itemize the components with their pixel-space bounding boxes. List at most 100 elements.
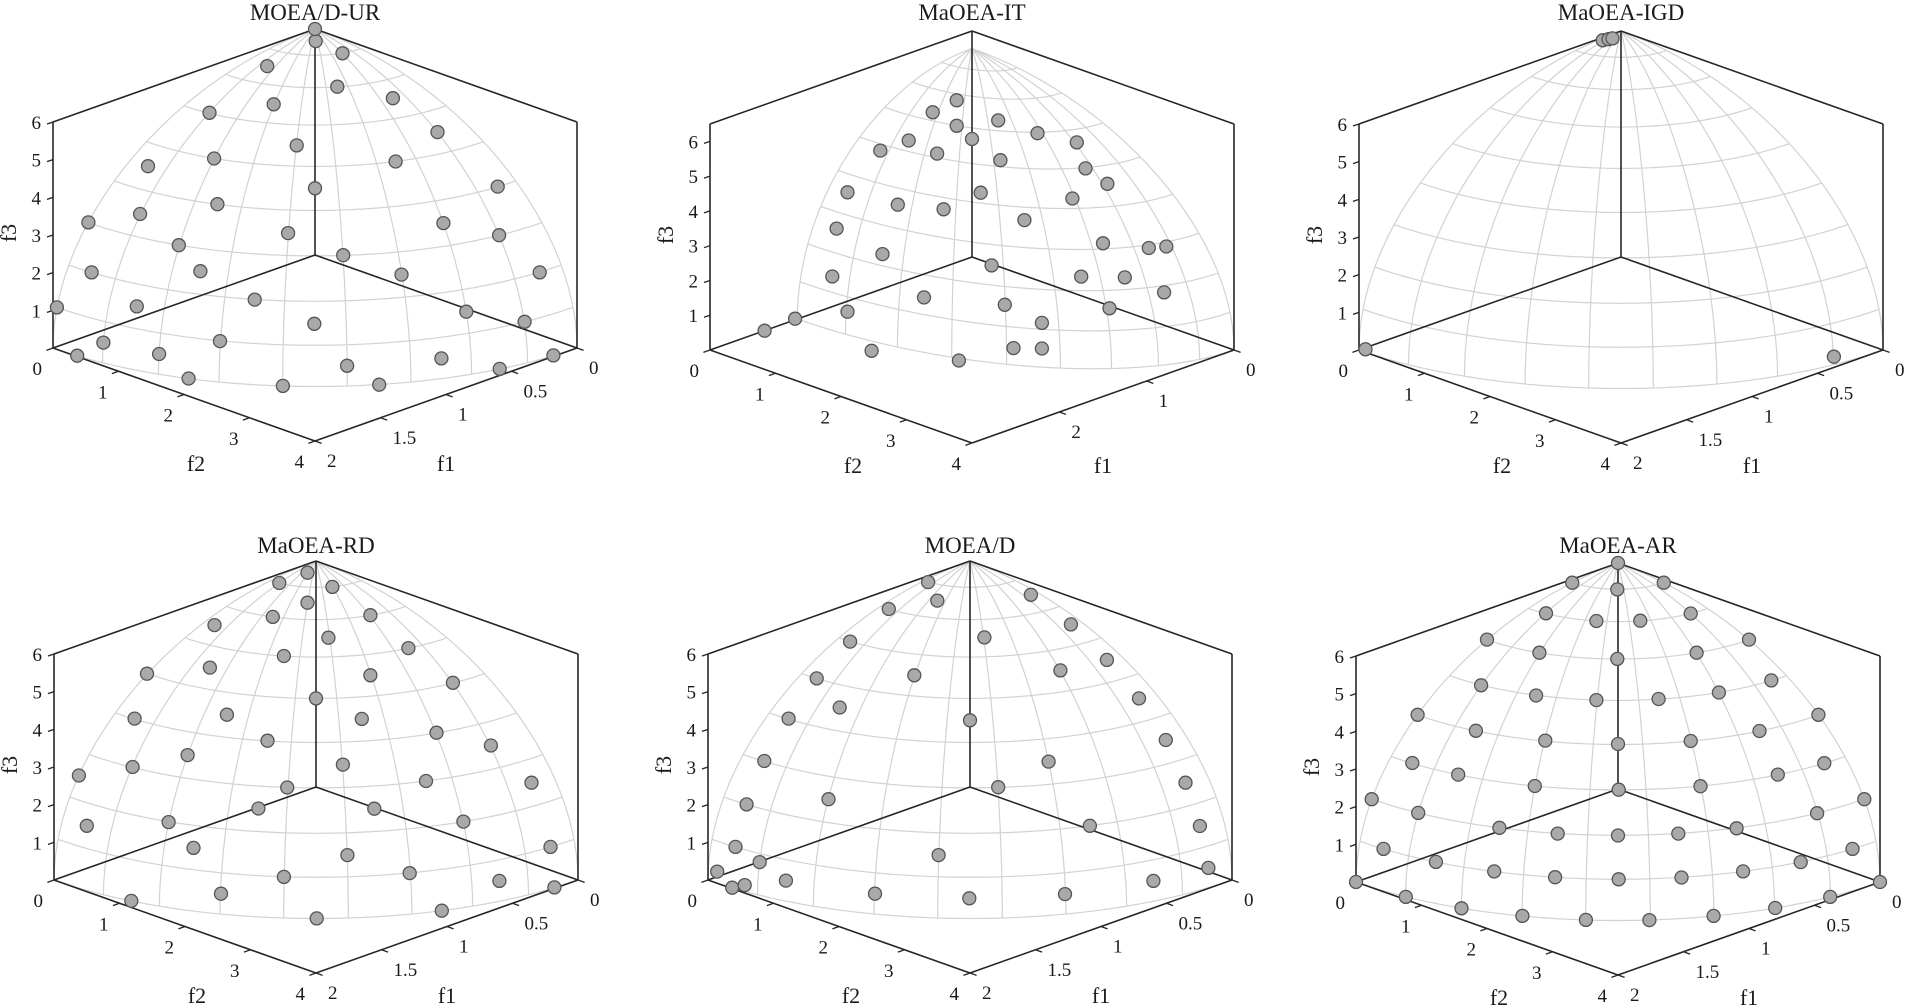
f2-tick-label: 0 (688, 891, 698, 912)
data-point (1159, 239, 1174, 254)
surface-meridian (1358, 30, 1622, 351)
data-point (1589, 692, 1604, 708)
f2-tick-label: 1 (1401, 916, 1411, 937)
surface-parallel (807, 243, 1219, 292)
data-point (977, 630, 992, 645)
data-point (325, 579, 340, 595)
f3-tick-mark (1349, 806, 1357, 810)
data-point (429, 725, 444, 740)
surface-meridian (1585, 562, 1619, 921)
data-point (308, 33, 323, 49)
f3-tick-label: 4 (689, 202, 699, 223)
data-point (490, 179, 505, 194)
surface-meridian (1460, 562, 1619, 909)
data-point (1078, 161, 1093, 176)
surface-meridian (937, 560, 971, 919)
f2-tick-label: 4 (952, 454, 962, 475)
f3-tick-label: 4 (1338, 190, 1348, 211)
data-point (139, 666, 155, 681)
surface-meridian (314, 28, 348, 387)
surface-meridian (1620, 30, 1779, 377)
data-point (1589, 613, 1604, 629)
data-point (307, 181, 323, 196)
data-point (71, 768, 87, 783)
data-point (1146, 873, 1161, 889)
f3-tick-mark (1352, 236, 1360, 240)
f3-tick-mark (47, 653, 55, 657)
f2-tick-mark (243, 949, 251, 953)
data-point (1611, 872, 1626, 887)
f3-tick-mark (1352, 311, 1360, 315)
plot-title: MOEA/D (925, 533, 1016, 558)
data-point (1082, 818, 1098, 833)
surface-meridian (315, 560, 474, 907)
f3-tick-label: 3 (687, 758, 697, 779)
f3-tick-label: 2 (32, 264, 42, 285)
f3-tick-label: 1 (687, 833, 697, 854)
f1-tick-label: 1 (458, 405, 468, 426)
box-floor-left (707, 786, 971, 881)
f1-tick-mark (1059, 411, 1067, 415)
f2-tick-mark (1548, 419, 1556, 423)
data-point (1065, 191, 1080, 206)
data-point (949, 118, 964, 133)
f3-tick-label: 5 (1338, 153, 1348, 174)
surface-parallel (69, 796, 563, 834)
f2-tick-label: 3 (1532, 963, 1542, 984)
data-point (984, 258, 999, 273)
f2-tick-label: 2 (819, 938, 829, 959)
data-point (778, 873, 794, 888)
data-point (737, 877, 752, 893)
data-point (949, 93, 964, 108)
surface-meridian (873, 560, 971, 915)
f2-tick-label: 0 (1336, 893, 1346, 914)
f3-tick-mark (46, 196, 54, 200)
f3-tick-label: 2 (689, 271, 699, 292)
f1-tick-mark (1231, 879, 1239, 883)
surface-meridian (101, 28, 316, 363)
surface-meridian (1620, 30, 1654, 389)
f1-tick-label: 0 (590, 890, 600, 911)
f3-axis-label: f3 (1299, 758, 1324, 776)
data-point (207, 617, 222, 633)
f1-tick-mark (381, 949, 389, 953)
f2-tick-label: 4 (296, 984, 306, 1005)
f1-tick-mark (314, 440, 322, 444)
f3-tick-label: 1 (1335, 835, 1345, 856)
data-point (1074, 269, 1089, 284)
f1-tick-mark (1748, 927, 1756, 932)
f3-tick-mark (46, 272, 54, 276)
data-point (430, 124, 445, 140)
f3-tick-mark (46, 121, 54, 125)
f1-tick-label: 1.5 (1696, 962, 1720, 983)
data-point (330, 79, 345, 94)
data-point (991, 780, 1006, 795)
data-point (206, 151, 222, 166)
data-point (1034, 315, 1050, 331)
f1-tick-mark (445, 393, 453, 398)
surface-meridian (1524, 30, 1622, 385)
data-point (491, 228, 507, 243)
data-point (363, 608, 378, 623)
box-floor-right (969, 786, 1233, 881)
f3-tick-mark (1349, 768, 1357, 772)
f1-tick-label: 0 (1892, 892, 1902, 913)
surface-meridian (812, 560, 971, 907)
f3-tick-mark (703, 175, 711, 179)
data-point (186, 840, 201, 856)
data-point (1117, 270, 1132, 285)
f2-axis-label: f2 (187, 451, 205, 476)
f2-tick-mark (1614, 442, 1622, 446)
data-point (1348, 874, 1364, 890)
f2-tick-mark (1414, 904, 1422, 909)
f2-tick-mark (47, 879, 55, 883)
data-point (276, 648, 292, 664)
data-point (1793, 854, 1808, 870)
f3-tick-mark (703, 314, 711, 318)
f1-tick-mark (380, 417, 388, 421)
f3-tick-label: 5 (1335, 685, 1345, 706)
data-point (1809, 806, 1825, 821)
data-point (307, 21, 323, 37)
surface-parallel (711, 838, 1229, 878)
